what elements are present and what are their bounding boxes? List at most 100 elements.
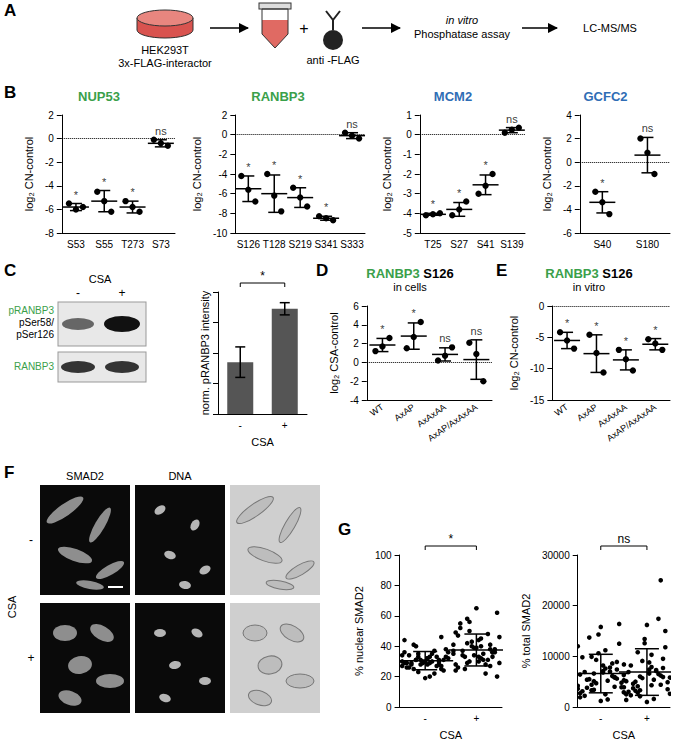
- svg-text:-: -: [29, 533, 33, 547]
- svg-text:A: A: [4, 1, 16, 20]
- svg-text:0: 0: [539, 301, 545, 312]
- svg-text:log₂ CN-control: log₂ CN-control: [23, 137, 35, 212]
- svg-text:CSA: CSA: [251, 436, 274, 448]
- svg-text:log₂ CN-control: log₂ CN-control: [508, 316, 520, 391]
- svg-text:% total SMAD2: % total SMAD2: [520, 594, 532, 669]
- svg-text:GCFC2: GCFC2: [583, 89, 627, 104]
- svg-text:S55: S55: [95, 239, 113, 250]
- svg-text:60: 60: [380, 610, 392, 621]
- svg-text:% nuclear SMAD2: % nuclear SMAD2: [353, 586, 365, 676]
- svg-text:1: 1: [406, 110, 412, 121]
- svg-text:AxAP/AxAxAA: AxAP/AxAxAA: [426, 402, 479, 443]
- svg-text:ns: ns: [642, 122, 654, 134]
- svg-text:CSA: CSA: [439, 729, 462, 741]
- svg-text:S219: S219: [288, 239, 312, 250]
- svg-text:ns: ns: [155, 125, 167, 137]
- svg-text:ns: ns: [618, 532, 631, 546]
- svg-text:10000: 10000: [542, 651, 570, 662]
- svg-text:-2: -2: [403, 169, 412, 180]
- svg-text:log₂ CN-control: log₂ CN-control: [541, 137, 553, 212]
- svg-text:-5: -5: [535, 332, 544, 343]
- svg-text:*: *: [600, 177, 605, 189]
- svg-text:*: *: [380, 323, 385, 335]
- svg-text:*: *: [130, 186, 135, 198]
- svg-text:AxAP: AxAP: [392, 402, 416, 423]
- svg-text:S53: S53: [67, 239, 85, 250]
- svg-text:+: +: [644, 713, 650, 724]
- svg-text:S73: S73: [152, 239, 170, 250]
- svg-text:+: +: [299, 20, 308, 37]
- svg-text:S341: S341: [314, 239, 338, 250]
- svg-text:S139: S139: [500, 239, 524, 250]
- svg-text:in vitro: in vitro: [573, 281, 605, 293]
- svg-text:*: *: [594, 320, 599, 332]
- svg-text:RANBP3: RANBP3: [366, 266, 419, 281]
- svg-text:NUP53: NUP53: [78, 89, 120, 104]
- svg-text:-2: -2: [563, 180, 572, 191]
- svg-text:*: *: [260, 269, 265, 283]
- svg-text:+: +: [473, 713, 479, 724]
- svg-text:*: *: [246, 161, 251, 173]
- svg-text:*: *: [653, 324, 658, 336]
- svg-text:log₂ CN-control: log₂ CN-control: [381, 137, 393, 212]
- svg-text:SMAD2: SMAD2: [66, 470, 104, 482]
- svg-text:*: *: [412, 307, 417, 319]
- svg-text:S180: S180: [636, 239, 660, 250]
- svg-text:*: *: [324, 201, 329, 213]
- svg-text:RANBP3: RANBP3: [14, 361, 54, 372]
- svg-text:*: *: [272, 159, 277, 171]
- svg-text:E: E: [496, 261, 507, 280]
- svg-text:B: B: [4, 83, 16, 102]
- svg-text:-4: -4: [563, 204, 572, 215]
- svg-text:MCM2: MCM2: [434, 89, 472, 104]
- svg-text:-10: -10: [213, 228, 228, 239]
- svg-text:Phosphatase assay: Phosphatase assay: [414, 28, 511, 40]
- svg-text:S27: S27: [450, 239, 468, 250]
- svg-text:-8: -8: [218, 208, 227, 219]
- svg-text:0: 0: [406, 129, 412, 140]
- svg-text:RANBP3: RANBP3: [545, 266, 598, 281]
- svg-text:2: 2: [353, 338, 359, 349]
- svg-text:3x-FLAG-interactor: 3x-FLAG-interactor: [118, 57, 212, 69]
- svg-text:4: 4: [353, 319, 359, 330]
- svg-text:*: *: [448, 532, 453, 546]
- svg-text:S126: S126: [423, 266, 453, 281]
- svg-text:*: *: [624, 335, 629, 347]
- svg-text:norm. pRANBP3 intensity: norm. pRANBP3 intensity: [199, 290, 211, 415]
- svg-text:*: *: [298, 173, 303, 185]
- svg-text:log₂ CN-control: log₂ CN-control: [191, 137, 203, 212]
- svg-text:ns: ns: [506, 113, 518, 125]
- svg-text:0: 0: [386, 702, 392, 713]
- svg-text:0: 0: [48, 133, 54, 144]
- svg-text:-3: -3: [403, 188, 412, 199]
- svg-text:*: *: [483, 159, 488, 171]
- svg-text:S126: S126: [237, 239, 261, 250]
- svg-text:20: 20: [380, 671, 392, 682]
- svg-text:CSA: CSA: [6, 595, 18, 618]
- svg-text:S126: S126: [602, 266, 632, 281]
- svg-text:ns: ns: [439, 332, 451, 344]
- svg-text:LC-MS/MS: LC-MS/MS: [583, 22, 637, 34]
- svg-text:C: C: [4, 261, 16, 280]
- svg-text:RANBP3: RANBP3: [251, 89, 304, 104]
- svg-text:-4: -4: [218, 169, 227, 180]
- svg-text:S40: S40: [593, 239, 611, 250]
- svg-text:CSA: CSA: [613, 729, 636, 741]
- svg-text:4: 4: [566, 110, 572, 121]
- svg-text:*: *: [565, 317, 570, 329]
- svg-text:0: 0: [353, 357, 359, 368]
- svg-text:log₂ CSA-control: log₂ CSA-control: [328, 312, 340, 393]
- svg-text:-10: -10: [530, 363, 545, 374]
- svg-text:T128: T128: [263, 239, 286, 250]
- svg-text:+: +: [118, 286, 125, 300]
- svg-text:-2: -2: [218, 149, 227, 160]
- svg-text:-1: -1: [403, 149, 412, 160]
- svg-text:*: *: [431, 198, 436, 210]
- svg-text:+: +: [27, 651, 34, 665]
- svg-text:-: -: [424, 713, 427, 724]
- svg-text:100: 100: [375, 550, 392, 561]
- svg-text:-6: -6: [45, 204, 54, 215]
- svg-text:0: 0: [564, 702, 570, 713]
- svg-text:30000: 30000: [542, 550, 570, 561]
- svg-text:HEK293T: HEK293T: [141, 44, 189, 56]
